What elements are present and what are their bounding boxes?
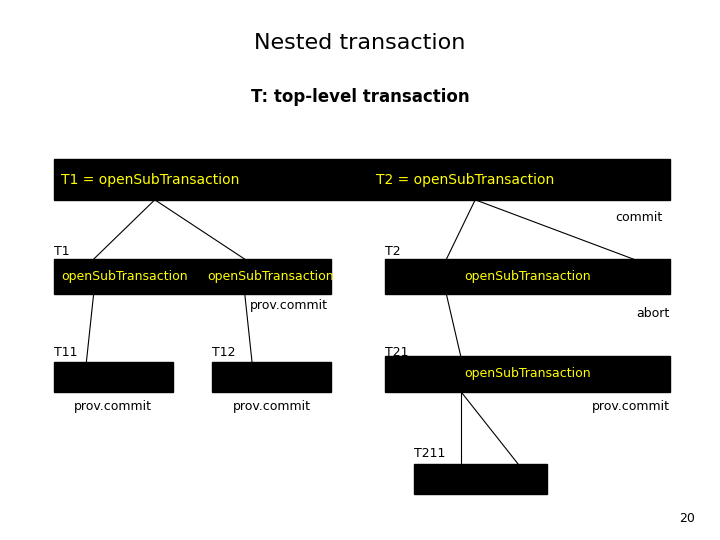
Text: T1 = openSubTransaction: T1 = openSubTransaction xyxy=(61,173,240,186)
Text: prov.commit: prov.commit xyxy=(74,400,152,413)
Text: T1: T1 xyxy=(54,245,70,258)
Text: T11: T11 xyxy=(54,346,78,359)
FancyBboxPatch shape xyxy=(54,362,173,392)
Text: T21: T21 xyxy=(385,346,409,359)
FancyBboxPatch shape xyxy=(385,259,670,294)
Text: prov.commit: prov.commit xyxy=(233,400,311,413)
FancyBboxPatch shape xyxy=(385,356,670,392)
Text: openSubTransaction: openSubTransaction xyxy=(464,367,590,381)
Text: T: top-level transaction: T: top-level transaction xyxy=(251,88,469,106)
Text: abort: abort xyxy=(636,307,670,320)
Text: prov.commit: prov.commit xyxy=(250,299,328,312)
Text: T2 = openSubTransaction: T2 = openSubTransaction xyxy=(376,173,554,186)
Text: openSubTransaction: openSubTransaction xyxy=(207,270,333,284)
FancyBboxPatch shape xyxy=(54,259,331,294)
Text: prov.commit: prov.commit xyxy=(592,400,670,413)
Text: T12: T12 xyxy=(212,346,236,359)
FancyBboxPatch shape xyxy=(212,362,331,392)
Text: T2: T2 xyxy=(385,245,401,258)
Text: Nested transaction: Nested transaction xyxy=(254,33,466,53)
Text: openSubTransaction: openSubTransaction xyxy=(464,270,590,284)
FancyBboxPatch shape xyxy=(414,464,547,494)
Text: 20: 20 xyxy=(679,512,695,525)
FancyBboxPatch shape xyxy=(54,159,670,200)
Text: openSubTransaction: openSubTransaction xyxy=(61,270,188,284)
Text: T211: T211 xyxy=(414,447,446,460)
Text: commit: commit xyxy=(615,211,662,224)
